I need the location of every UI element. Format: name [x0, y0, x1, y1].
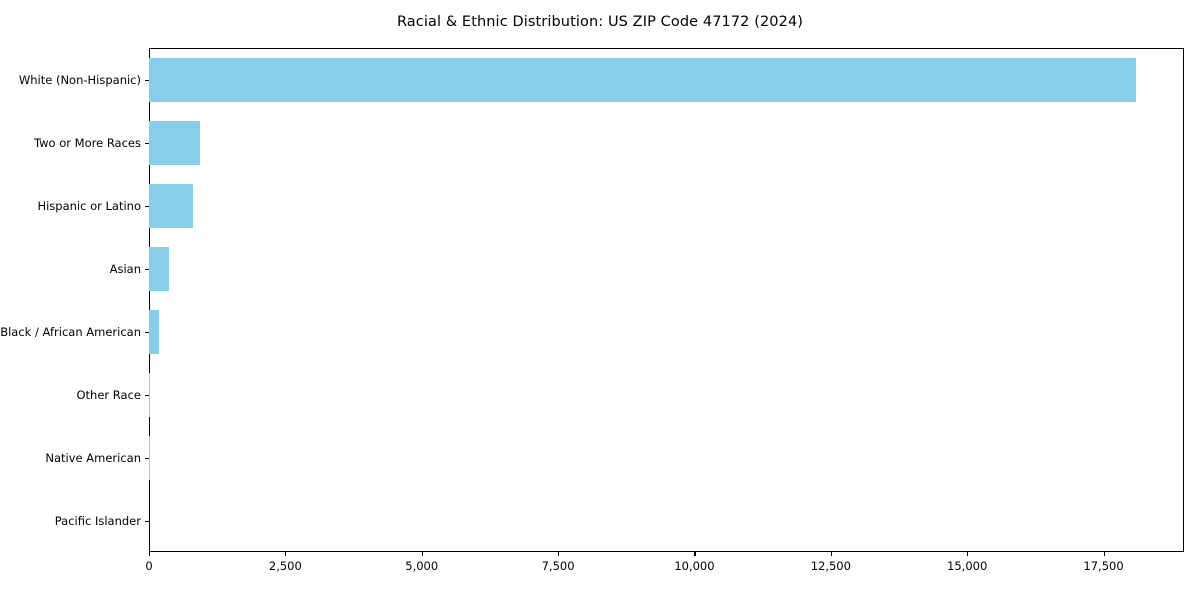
y-tick-label: Pacific Islander: [54, 513, 141, 528]
y-tick-label: Hispanic or Latino: [37, 198, 141, 213]
x-tick-label: 15,000: [947, 559, 988, 573]
x-tick-mark: [1103, 552, 1105, 556]
bar: [149, 57, 1137, 102]
x-tick-label: 5,000: [405, 559, 439, 573]
y-tick-label: Two or More Races: [34, 135, 141, 150]
y-tick-mark: [145, 457, 149, 459]
y-tick-mark: [145, 79, 149, 81]
x-tick-label: 12,500: [810, 559, 851, 573]
bar: [149, 183, 194, 228]
y-tick-label: Native American: [45, 450, 141, 465]
y-tick-label: Asian: [109, 261, 141, 276]
bar: [149, 372, 151, 417]
x-tick-mark: [421, 552, 423, 556]
y-tick-mark: [145, 394, 149, 396]
bar: [149, 120, 200, 165]
y-tick-label: White (Non-Hispanic): [18, 72, 141, 87]
y-tick-mark: [145, 142, 149, 144]
chart-title: Racial & Ethnic Distribution: US ZIP Cod…: [396, 14, 804, 30]
x-tick-mark: [830, 552, 832, 556]
x-tick-mark: [967, 552, 969, 556]
x-tick-mark: [285, 552, 287, 556]
x-tick-mark: [558, 552, 560, 556]
bar: [149, 246, 170, 291]
y-tick-label: Other Race: [76, 387, 142, 402]
y-tick-mark: [145, 520, 149, 522]
x-tick-mark: [694, 552, 696, 556]
y-tick-label: Black / African American: [0, 324, 141, 339]
y-tick-mark: [145, 268, 149, 270]
x-tick-label: 2,500: [268, 559, 302, 573]
x-tick-label: 0: [145, 559, 153, 573]
x-tick-mark: [149, 552, 151, 556]
y-tick-mark: [145, 205, 149, 207]
bar: [149, 309, 160, 354]
bar: [149, 435, 150, 480]
x-tick-label: 17,500: [1083, 559, 1124, 573]
y-tick-mark: [145, 331, 149, 333]
bars-layer: [149, 48, 1184, 552]
x-tick-label: 10,000: [674, 559, 715, 573]
x-tick-label: 7,500: [541, 559, 575, 573]
plot-area-frame: [149, 48, 1184, 552]
